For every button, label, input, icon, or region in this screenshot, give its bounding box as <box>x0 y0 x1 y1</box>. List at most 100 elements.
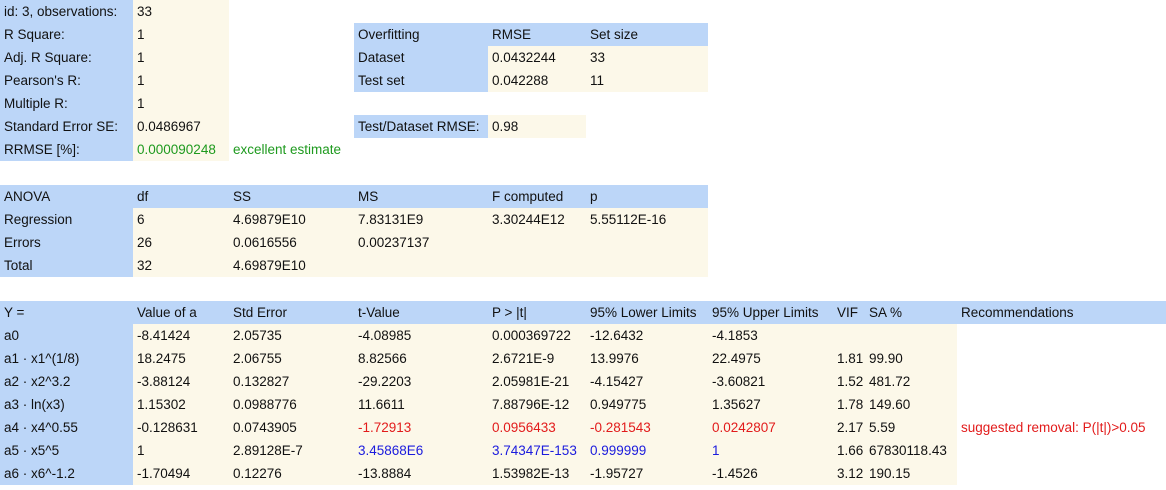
summary-value: 1 <box>133 92 229 115</box>
coef-cell: -1.4526 <box>708 462 833 485</box>
coef-recommendation <box>957 393 1166 416</box>
anova-cell <box>488 254 586 277</box>
coef-cell: 0.12276 <box>229 462 354 485</box>
overfitting-header: Overfitting <box>354 23 488 46</box>
anova-cell: 4.69879E10 <box>229 208 354 231</box>
summary-value: 0.0486967 <box>133 115 229 138</box>
coef-cell-warning: -1.72913 <box>354 416 488 439</box>
coef-cell: 18.2475 <box>133 347 229 370</box>
anova-cell: 3.30244E12 <box>488 208 586 231</box>
coef-header: P > |t| <box>488 301 586 324</box>
anova-header: ANOVA <box>0 185 133 208</box>
anova-cell: 4.69879E10 <box>229 254 354 277</box>
coef-term: a6 · x6^-1.2 <box>0 462 133 485</box>
summary-value: 1 <box>133 46 229 69</box>
coef-cell: 0.949775 <box>586 393 708 416</box>
coef-cell <box>865 324 957 347</box>
coef-cell: -3.60821 <box>708 370 833 393</box>
coef-header: 95% Upper Limits <box>708 301 833 324</box>
coef-cell: 0.0988776 <box>229 393 354 416</box>
coef-cell-warning: 0.0956433 <box>488 416 586 439</box>
anova-cell: 0.00237137 <box>354 231 488 254</box>
coef-header: Std Error <box>229 301 354 324</box>
coef-recommendation: suggested removal: P(|t|)>0.05 <box>961 420 1146 435</box>
coef-cell: 5.59 <box>865 416 957 439</box>
coef-cell: 149.60 <box>865 393 957 416</box>
coef-recommendation <box>957 347 1166 370</box>
coef-recommendation <box>957 462 1166 485</box>
test-dataset-rmse-value: 0.98 <box>488 115 586 138</box>
coef-cell: 0.0743905 <box>229 416 354 439</box>
summary-label: id: 3, observations: <box>0 0 133 23</box>
coef-cell-highlight: 3.45868E6 <box>354 439 488 462</box>
summary-label: R Square: <box>0 23 133 46</box>
coef-cell: 13.9976 <box>586 347 708 370</box>
coef-cell-highlight: 1 <box>708 439 833 462</box>
coef-cell: 1.15302 <box>133 393 229 416</box>
coef-cell: 2.05735 <box>229 324 354 347</box>
coef-cell-warning: -0.281543 <box>586 416 708 439</box>
coef-cell: 2.6721E-9 <box>488 347 586 370</box>
anova-row-label: Total <box>0 254 133 277</box>
coef-cell: -4.1853 <box>708 324 833 347</box>
coef-cell: 8.82566 <box>354 347 488 370</box>
coef-cell-warning: 0.0242807 <box>708 416 833 439</box>
anova-header: F computed <box>488 185 586 208</box>
coef-term: a1 · x1^(1/8) <box>0 347 133 370</box>
coef-cell <box>833 324 865 347</box>
anova-cell <box>488 231 586 254</box>
coef-term: a3 · ln(x3) <box>0 393 133 416</box>
anova-cell: 0.0616556 <box>229 231 354 254</box>
anova-header: df <box>133 185 229 208</box>
overfitting-cell: 11 <box>586 69 708 92</box>
overfitting-row-label: Dataset <box>354 46 488 69</box>
coef-cell: -0.128631 <box>133 416 229 439</box>
coef-cell: -8.41424 <box>133 324 229 347</box>
coef-cell: 2.05981E-21 <box>488 370 586 393</box>
summary-value: 1 <box>133 23 229 46</box>
coef-header: t-Value <box>354 301 488 324</box>
rrmse-note: excellent estimate <box>233 142 342 157</box>
overfitting-header: Set size <box>586 23 708 46</box>
coef-cell: -4.08985 <box>354 324 488 347</box>
coef-cell: -1.95727 <box>586 462 708 485</box>
coef-term: a0 <box>0 324 133 347</box>
summary-label: Adj. R Square: <box>0 46 133 69</box>
coef-cell-highlight: 0.999999 <box>586 439 708 462</box>
anova-row-label: Errors <box>0 231 133 254</box>
coef-cell: 11.6611 <box>354 393 488 416</box>
anova-header: MS <box>354 185 488 208</box>
anova-cell: 32 <box>133 254 229 277</box>
coef-header: Value of a <box>133 301 229 324</box>
coef-cell: 99.90 <box>865 347 957 370</box>
anova-cell <box>354 254 488 277</box>
coef-cell: 1.35627 <box>708 393 833 416</box>
coef-header: Recommendations <box>957 301 1166 324</box>
coef-cell: 7.88796E-12 <box>488 393 586 416</box>
coef-cell: 2.89128E-7 <box>229 439 354 462</box>
coef-cell: 1.53982E-13 <box>488 462 586 485</box>
coef-cell: 0.000369722 <box>488 324 586 347</box>
coef-cell: 3.12 <box>833 462 865 485</box>
coef-cell: -12.6432 <box>586 324 708 347</box>
coef-cell: 1.52 <box>833 370 865 393</box>
coef-recommendation <box>957 439 1166 462</box>
anova-header: p <box>586 185 708 208</box>
anova-header: SS <box>229 185 354 208</box>
coef-cell: 0.132827 <box>229 370 354 393</box>
summary-value: 33 <box>133 0 229 23</box>
anova-row-label: Regression <box>0 208 133 231</box>
coef-cell: -29.2203 <box>354 370 488 393</box>
summary-value: 1 <box>133 69 229 92</box>
coef-cell: -13.8884 <box>354 462 488 485</box>
coef-term: a4 · x4^0.55 <box>0 416 133 439</box>
coef-cell: 67830118.43 <box>865 439 957 462</box>
summary-label: Multiple R: <box>0 92 133 115</box>
coef-cell: 22.4975 <box>708 347 833 370</box>
coef-cell: 1 <box>133 439 229 462</box>
coef-cell: 481.72 <box>865 370 957 393</box>
anova-cell: 7.83131E9 <box>354 208 488 231</box>
coef-cell: 190.15 <box>865 462 957 485</box>
coef-header: 95% Lower Limits <box>586 301 708 324</box>
overfitting-cell: 0.042288 <box>488 69 586 92</box>
